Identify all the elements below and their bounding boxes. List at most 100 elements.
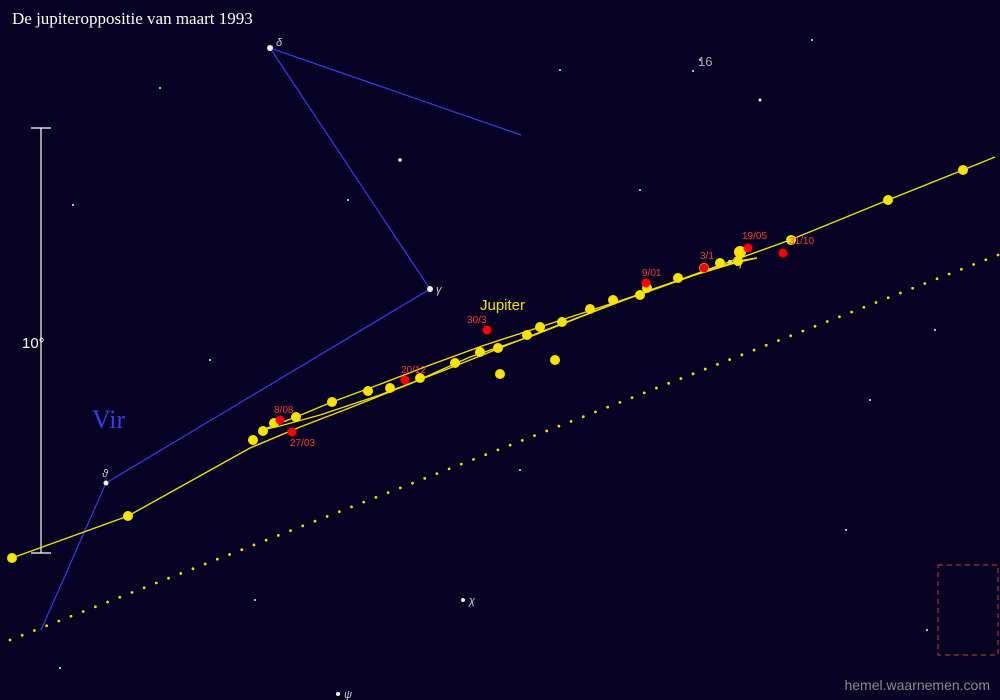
ecliptic-dot [923, 282, 926, 285]
jupiter-position-marker [535, 322, 545, 332]
bg-star [934, 329, 936, 331]
ecliptic-dot [265, 539, 268, 542]
ecliptic-dot [350, 506, 353, 509]
ecliptic-dot [972, 263, 975, 266]
jupiter-position-marker [550, 355, 560, 365]
ecliptic-dot [606, 406, 609, 409]
ecliptic-dot [228, 553, 231, 556]
ecliptic-dot [277, 534, 280, 537]
ecliptic-dot [765, 344, 768, 347]
ecliptic-dot [716, 363, 719, 366]
constellation-star-label: ϑ [102, 468, 109, 480]
ecliptic-dot [179, 572, 182, 575]
ecliptic-dot [204, 563, 207, 566]
jupiter-position-marker [450, 358, 460, 368]
star-label: ψ [344, 689, 352, 700]
jupiter-position-marker [7, 553, 17, 563]
ecliptic-dot [887, 296, 890, 299]
ecliptic-dot [21, 634, 24, 637]
jupiter-date-label: 19/05 [742, 231, 767, 242]
ecliptic-dot [314, 520, 317, 523]
constellation-star [104, 481, 109, 486]
jupiter-position-marker [258, 426, 268, 436]
bg-star [347, 199, 349, 201]
ecliptic-dot [399, 487, 402, 490]
constellation-label: Vir [92, 405, 125, 434]
ecliptic-dot [9, 639, 12, 642]
jupiter-date-marker [779, 249, 788, 258]
ecliptic-dot [118, 596, 121, 599]
jupiter-position-marker [958, 165, 968, 175]
ecliptic-dot [497, 448, 500, 451]
ecliptic-dot [692, 372, 695, 375]
jupiter-position-marker [495, 369, 505, 379]
ecliptic-dot [375, 496, 378, 499]
ecliptic-dot [545, 429, 548, 432]
ecliptic-dot [679, 377, 682, 380]
ecliptic-dot [814, 325, 817, 328]
bg-star [869, 399, 871, 401]
jupiter-date-label: 30/3 [467, 315, 487, 326]
jupiter-date-marker [401, 376, 410, 385]
ecliptic-dot [533, 434, 536, 437]
scale-label: 10° [22, 335, 45, 352]
jupiter-position-marker [883, 195, 893, 205]
ecliptic-dot [850, 311, 853, 314]
jupiter-date-label: 31/10 [789, 236, 814, 247]
jupiter-position-marker [673, 273, 683, 283]
ecliptic-dot [618, 401, 621, 404]
bg-star [639, 189, 641, 191]
ecliptic-dot [728, 358, 731, 361]
bg-star [254, 599, 256, 601]
jupiter-position-marker [248, 435, 258, 445]
jupiter-date-label: 20/12 [401, 365, 426, 376]
bg-star [926, 629, 928, 631]
constellation-star [267, 45, 273, 51]
ecliptic-dot [826, 320, 829, 323]
ecliptic-dot [301, 525, 304, 528]
jupiter-position-marker [608, 295, 618, 305]
ecliptic-dot [70, 615, 73, 618]
cluster-label: 16 [698, 54, 712, 69]
bg-star [336, 692, 340, 696]
ecliptic-dot [936, 277, 939, 280]
ecliptic-dot [838, 315, 841, 318]
ecliptic-dot [362, 501, 365, 504]
ecliptic-dot [387, 491, 390, 494]
chart-title: De jupiteroppositie van maart 1993 [12, 9, 253, 28]
ecliptic-dot [155, 582, 158, 585]
bg-star [845, 529, 847, 531]
jupiter-position-marker [123, 511, 133, 521]
jupiter-position-marker [557, 317, 567, 327]
ecliptic-dot [960, 268, 963, 271]
star-label: χ [468, 595, 476, 607]
ecliptic-dot [948, 273, 951, 276]
jupiter-date-marker [642, 279, 651, 288]
ecliptic-dot [777, 339, 780, 342]
ecliptic-dot [192, 567, 195, 570]
bg-star [461, 598, 465, 602]
ecliptic-dot [436, 472, 439, 475]
ecliptic-dot [106, 601, 109, 604]
bg-star [209, 359, 211, 361]
jupiter-date-marker [276, 416, 285, 425]
watermark: hemel.waarnemen.com [844, 677, 990, 693]
ecliptic-dot [509, 444, 512, 447]
ecliptic-dot [753, 349, 756, 352]
jupiter-date-label: 8/08 [274, 405, 294, 416]
ecliptic-dot [643, 391, 646, 394]
ecliptic-dot [875, 301, 878, 304]
ecliptic-dot [33, 629, 36, 632]
ecliptic-dot [448, 467, 451, 470]
ecliptic-dot [423, 477, 426, 480]
jupiter-date-marker [744, 244, 753, 253]
bg-star [59, 667, 61, 669]
ecliptic-dot [911, 287, 914, 290]
ecliptic-dot [460, 463, 463, 466]
jupiter-date-marker [700, 264, 709, 273]
ecliptic-dot [167, 577, 170, 580]
ecliptic-dot [240, 548, 243, 551]
ecliptic-dot [253, 544, 256, 547]
ecliptic-dot [484, 453, 487, 456]
bg-star [398, 158, 402, 162]
